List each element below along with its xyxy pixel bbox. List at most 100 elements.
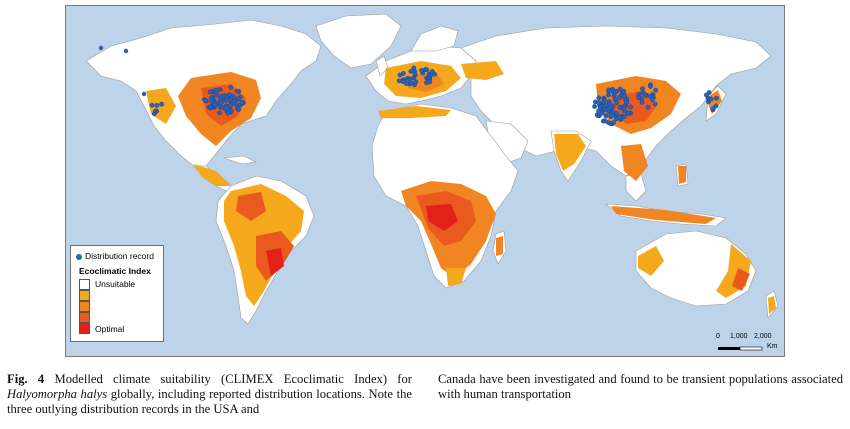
distribution-record-point — [606, 120, 611, 126]
scale-bar-graphic — [718, 346, 763, 351]
distribution-record-point — [645, 105, 651, 110]
distribution-record-point — [207, 89, 213, 95]
caption-text-intro: Modelled climate suitability (CLIMEX Eco… — [54, 372, 413, 386]
scale-segment-1 — [718, 347, 740, 350]
distribution-record-point — [396, 78, 402, 84]
distribution-record-point — [609, 113, 615, 118]
scale-tick-0: 0 — [716, 333, 720, 340]
distribution-record-point — [636, 95, 641, 101]
distribution-record-point — [653, 87, 659, 93]
distribution-record-point — [652, 101, 658, 107]
distribution-record-point — [223, 105, 229, 111]
distribution-record-point — [596, 95, 602, 101]
distribution-record-point — [411, 65, 417, 71]
caption-text-right: Canada have been investigated and found … — [438, 372, 843, 401]
distribution-record-point — [411, 75, 417, 81]
distribution-record-point — [426, 75, 432, 81]
distribution-record-point — [703, 92, 709, 98]
distribution-record-point — [224, 98, 230, 103]
distribution-record-point — [621, 89, 627, 94]
suitability-north-america-core — [201, 84, 246, 126]
distribution-record-point — [617, 95, 623, 101]
distribution-record-point — [592, 104, 597, 109]
distribution-record-point — [649, 97, 655, 103]
suitability-central-america — [194, 164, 231, 186]
scandinavia — [410, 25, 459, 52]
distribution-record-point — [624, 99, 629, 105]
distribution-record-point — [614, 100, 620, 106]
scale-tick-1000: 1,000 — [730, 333, 748, 340]
figure-label: Fig. 4 — [7, 372, 45, 386]
suitability-africa-optimal — [426, 204, 458, 231]
distribution-record-point — [228, 102, 234, 108]
map-legend: Distribution record Ecoclimatic Index Un… — [70, 245, 164, 342]
legend-swatch-optimal — [79, 323, 90, 334]
distribution-record-point — [617, 104, 623, 110]
suitability-new-zealand — [768, 296, 776, 314]
distribution-record-point — [159, 101, 165, 107]
distribution-record-point — [239, 99, 245, 105]
distribution-record-point — [229, 108, 234, 114]
distribution-record-point — [228, 85, 234, 90]
distribution-record-point — [236, 96, 242, 102]
suitability-australia-west — [638, 246, 664, 276]
distribution-record-point — [424, 67, 430, 73]
legend-swatch-high — [79, 312, 90, 323]
legend-label-optimal: Optimal — [95, 324, 125, 334]
suitability-japan — [706, 90, 722, 114]
caption-text-continued: globally, including reported distributio… — [7, 387, 412, 416]
distribution-record-point — [214, 92, 220, 98]
figure-caption-left: Fig. 4 Modelled climate suitability (CLI… — [7, 372, 412, 417]
suitability-australia-southeast — [732, 268, 750, 291]
scale-tick-2000: 2,000 — [754, 333, 772, 340]
distribution-record-point — [408, 69, 414, 74]
suitability-indonesia — [611, 206, 716, 224]
distribution-record-point — [427, 79, 433, 85]
distribution-record-point — [596, 100, 602, 106]
suitability-south-america-optimal — [266, 248, 284, 276]
map-canvas — [66, 6, 784, 356]
distribution-record-point — [642, 92, 648, 98]
suitability-south-africa — [446, 268, 466, 286]
legend-title: Ecoclimatic Index — [79, 266, 151, 276]
distribution-record-point — [708, 96, 714, 102]
distribution-records — [98, 45, 719, 127]
suitability-india — [554, 134, 586, 171]
distribution-record-point — [404, 81, 409, 86]
distribution-record-point — [149, 102, 155, 108]
distribution-record-point — [648, 84, 653, 89]
suitability-north-africa — [378, 106, 451, 118]
distribution-record-point — [217, 110, 223, 116]
scale-unit: Km — [767, 343, 778, 350]
distribution-record-point — [208, 104, 213, 110]
outlying-distribution-record — [123, 48, 129, 54]
distribution-record-point — [602, 107, 608, 113]
legend-swatch-low — [79, 290, 90, 301]
world-map — [65, 5, 785, 357]
distribution-record-point — [209, 98, 215, 104]
distribution-record-point — [713, 103, 719, 109]
species-name: Halyomorpha halys — [7, 387, 108, 401]
distribution-record-icon — [76, 253, 82, 260]
distribution-record-point — [607, 101, 613, 107]
scale-segment-2 — [739, 346, 763, 351]
distribution-record-point — [218, 96, 224, 102]
distribution-record-point — [625, 110, 631, 116]
distribution-record-point — [234, 88, 240, 94]
suitability-caucasus — [461, 61, 504, 80]
distribution-record-point — [212, 102, 218, 108]
distribution-record-point — [154, 103, 160, 108]
distribution-record-point — [153, 108, 158, 114]
distribution-record-point — [203, 98, 208, 104]
outlying-distribution-record — [141, 91, 147, 97]
distribution-record-point — [603, 102, 609, 108]
legend-distribution-label: Distribution record — [85, 251, 154, 261]
distribution-record-point — [613, 90, 618, 95]
distribution-record-point — [606, 87, 612, 93]
distribution-record-point — [429, 69, 435, 74]
distribution-record-point — [595, 113, 600, 119]
distribution-record-point — [419, 68, 424, 73]
distribution-record-point — [221, 93, 227, 99]
distribution-record-point — [621, 105, 627, 111]
legend-swatch-medium — [79, 301, 90, 312]
